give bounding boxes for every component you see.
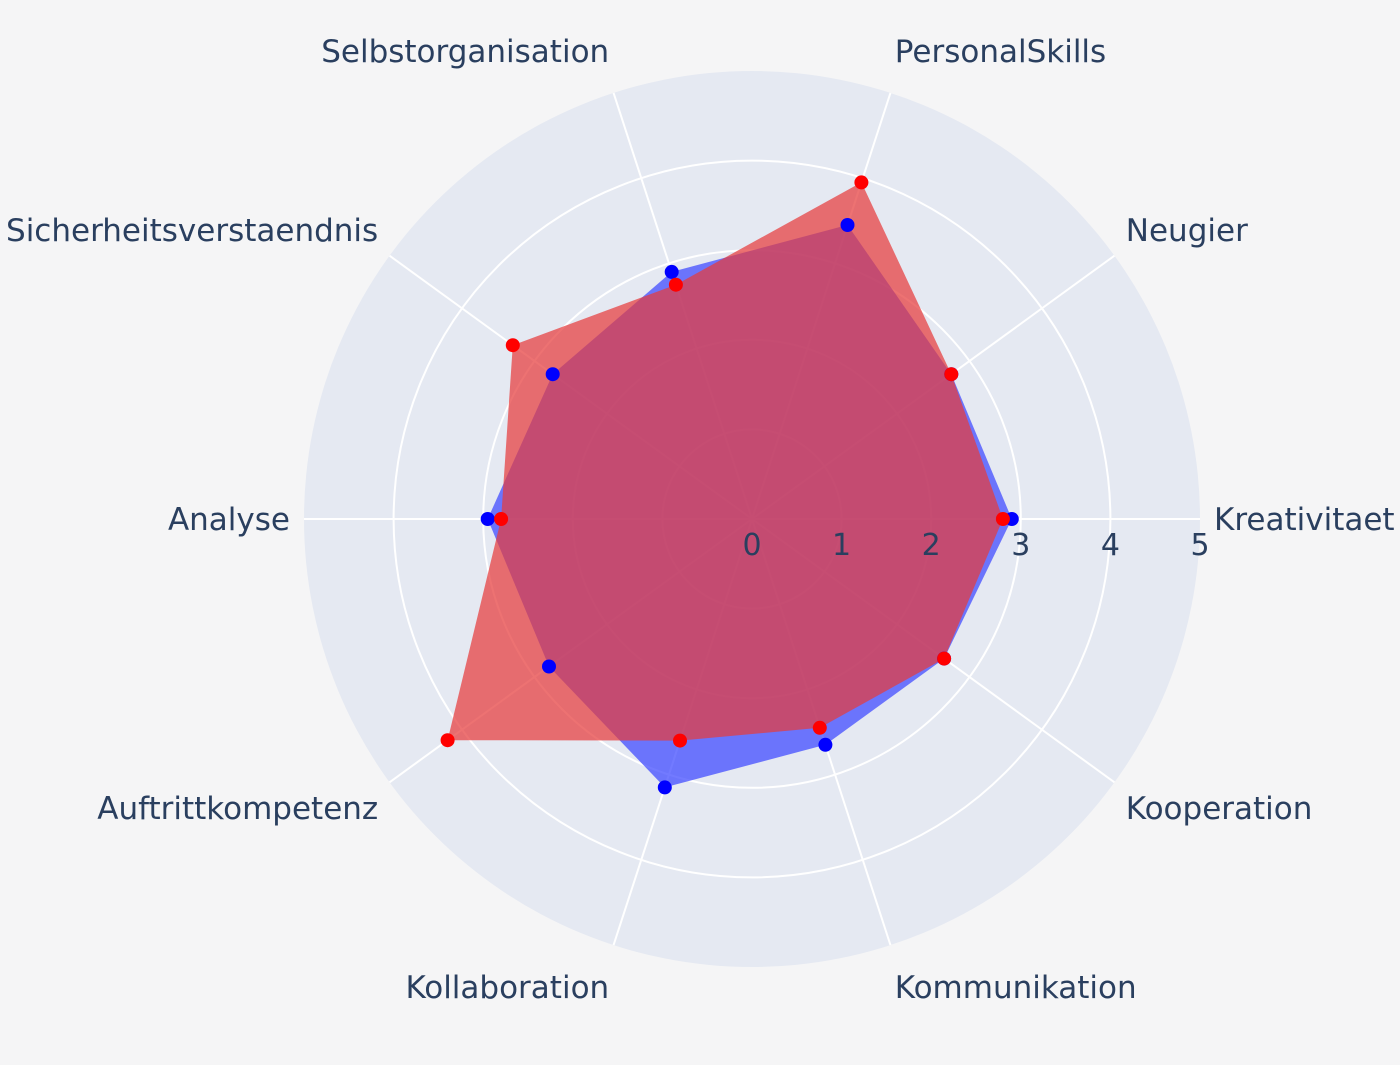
series-2-point-sicherheitsverstaendnis[interactable] xyxy=(505,338,520,353)
series-2-point-kollaboration[interactable] xyxy=(673,733,687,748)
series-1-point-analyse[interactable] xyxy=(480,512,495,526)
series-2-point-kommunikation[interactable] xyxy=(812,720,827,735)
radial-tick-labels: 0 1 2 3 4 5 xyxy=(742,528,1209,563)
series-2-point-personalskills[interactable] xyxy=(854,175,869,190)
series-1-point-personalskills[interactable] xyxy=(840,218,855,232)
series-2-point-auftrittkompetenz[interactable] xyxy=(440,733,455,748)
axis-label-auftrittkompetenz: Auftrittkompetenz xyxy=(97,791,378,827)
series-2-area xyxy=(447,182,1003,741)
series-2-point-kooperation[interactable] xyxy=(937,651,952,666)
series-1-point-selbstorganisation[interactable] xyxy=(664,264,679,279)
series-1-point-kollaboration[interactable] xyxy=(657,780,672,795)
axis-label-kommunikation: Kommunikation xyxy=(895,970,1137,1006)
angular-axis-labels: Kreativitaet Neugier PersonalSkills Selbsto… xyxy=(6,34,1395,1006)
axis-label-neugier: Neugier xyxy=(1126,213,1248,249)
axis-label-kreativitaet: Kreativitaet xyxy=(1214,502,1395,538)
series-1-point-kommunikation[interactable] xyxy=(818,737,833,752)
radial-tick-2: 2 xyxy=(922,528,941,563)
axis-label-kooperation: Kooperation xyxy=(1126,791,1313,827)
series-1-point-auftrittkompetenz[interactable] xyxy=(542,659,556,674)
series-2-point-analyse[interactable] xyxy=(494,512,509,526)
series-layer xyxy=(440,175,1019,795)
radial-tick-1: 1 xyxy=(832,528,851,563)
axis-label-kollaboration: Kollaboration xyxy=(405,970,609,1006)
radial-tick-4: 4 xyxy=(1101,528,1120,563)
series-2-point-neugier[interactable] xyxy=(944,367,959,382)
axis-label-personalskills: PersonalSkills xyxy=(895,34,1106,70)
series-2-point-kreativitaet[interactable] xyxy=(995,512,1010,526)
radial-tick-0: 0 xyxy=(742,528,761,563)
radial-tick-3: 3 xyxy=(1011,528,1030,563)
axis-label-sicherheitsverstaendnis: Sicherheitsverstaendnis xyxy=(6,213,378,249)
axis-label-analyse: Analyse xyxy=(168,502,290,538)
axis-label-selbstorganisation: Selbstorganisation xyxy=(321,34,609,70)
series-2-point-selbstorganisation[interactable] xyxy=(668,277,683,292)
radial-tick-5: 5 xyxy=(1190,528,1209,563)
series-1-point-sicherheitsverstaendnis[interactable] xyxy=(545,367,560,382)
